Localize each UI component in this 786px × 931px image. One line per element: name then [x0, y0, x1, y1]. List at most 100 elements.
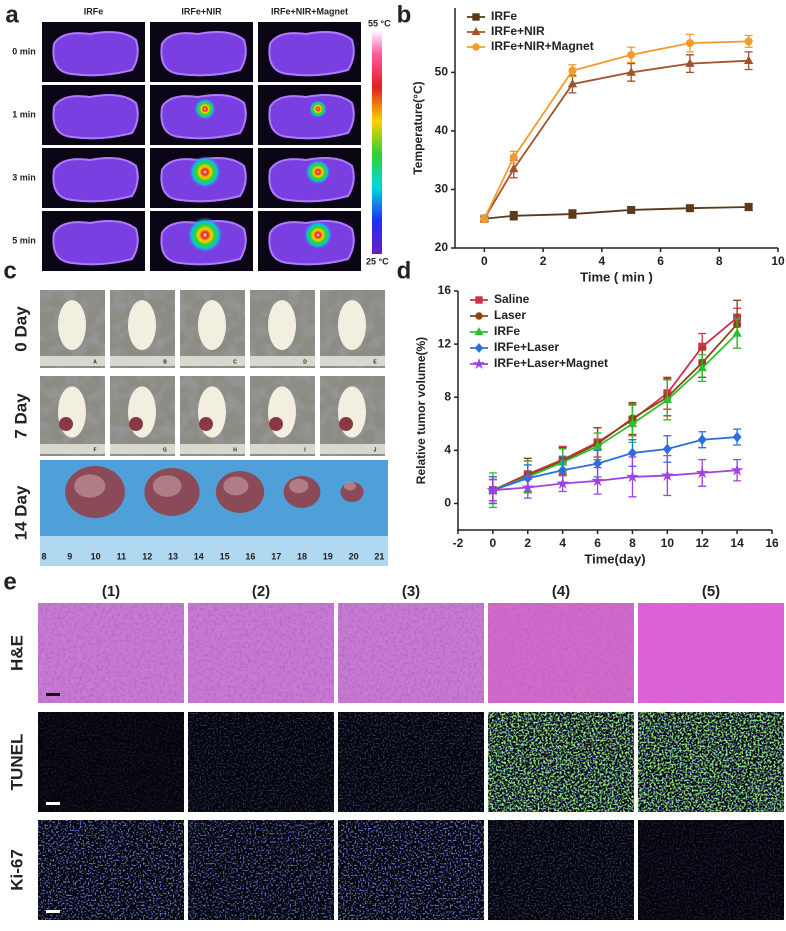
mouse-body [198, 386, 226, 438]
marker [486, 483, 500, 496]
series-line [492, 436, 738, 492]
x-tick-label: 10 [661, 536, 675, 550]
ruler-label: 18 [297, 551, 307, 561]
row-label: TUNEL [7, 734, 26, 791]
histology-texture [188, 603, 334, 703]
hot-spot [305, 159, 331, 185]
mouse-silhouette [268, 94, 355, 140]
y-tick-label: 30 [435, 182, 449, 196]
panel-label: a [5, 1, 19, 28]
x-tick-label: 14 [730, 536, 744, 550]
marker [744, 203, 753, 212]
column-header: (4) [552, 583, 570, 600]
y-tick-label: 20 [435, 240, 449, 254]
x-tick-label: 0 [481, 254, 488, 268]
legend-label: IRFe+NIR+Magnet [491, 39, 594, 53]
mouse-body [338, 300, 366, 351]
x-tick-label: 4 [598, 254, 605, 268]
nuclei-stain [338, 820, 484, 920]
ruler-label: 21 [374, 551, 384, 561]
marker [627, 50, 636, 59]
column-header: IRFe [84, 6, 104, 16]
marker [662, 394, 673, 404]
row-label: Ki-67 [7, 849, 26, 891]
ruler [110, 356, 175, 366]
tumor-highlight [74, 474, 106, 498]
ruler-label: 10 [91, 551, 101, 561]
marker [509, 163, 519, 173]
marker [567, 78, 578, 88]
column-header: IRFe+NIR [181, 6, 222, 16]
tumor [129, 417, 143, 431]
nuclei-stain [188, 820, 334, 920]
row-label: 3 min [12, 172, 36, 182]
column-header: (3) [402, 583, 420, 600]
histology-texture [38, 603, 184, 703]
tumor-highlight [223, 476, 249, 496]
row-label: 1 min [12, 109, 36, 119]
tumor [59, 417, 73, 431]
column-header: IRFe+NIR+Magnet [271, 6, 348, 16]
series-line [483, 40, 749, 220]
y-axis-title: Temperature(°C) [411, 81, 425, 174]
mouse-body [58, 386, 86, 438]
tumor [269, 417, 283, 431]
marker [660, 468, 674, 481]
mouse-silhouette [52, 94, 139, 140]
column-header: (5) [702, 583, 720, 600]
tumor [199, 417, 213, 431]
hot-spot [303, 220, 333, 250]
histology-texture [488, 603, 634, 703]
ruler [110, 444, 175, 454]
marker [685, 58, 695, 67]
mouse-silhouette [160, 31, 247, 77]
marker [556, 476, 570, 489]
ruler [320, 444, 385, 454]
legend-label: Laser [494, 308, 526, 322]
color-bar [372, 32, 382, 254]
series-line [492, 323, 738, 491]
hot-spot [188, 155, 222, 189]
marker [627, 418, 638, 428]
legend-label: IRFe+NIR [491, 24, 545, 38]
x-tick-label: 8 [716, 254, 723, 268]
tumor-highlight [344, 481, 356, 491]
series-line [492, 469, 738, 492]
ruler [40, 356, 105, 366]
nuclei-stain [488, 820, 634, 920]
marker [662, 443, 672, 455]
ruler-label: 9 [67, 551, 72, 561]
tumor [339, 417, 353, 431]
photo-label: J [374, 447, 377, 453]
scale-min: 25 °C [366, 256, 389, 266]
legend-label: Saline [494, 292, 530, 306]
row-label: 14 Day [11, 485, 30, 540]
ruler-label: 19 [323, 551, 333, 561]
mouse-body [58, 300, 86, 351]
marker [480, 214, 489, 223]
marker [521, 480, 535, 493]
nuclei-stain [338, 712, 484, 812]
row-label: 7 Day [11, 393, 30, 439]
histology-texture [638, 603, 784, 703]
mouse-body [268, 300, 296, 351]
y-tick-label: 16 [438, 283, 452, 297]
nuclei-stain [638, 820, 784, 920]
ruler [250, 444, 315, 454]
x-tick-label: 12 [696, 536, 710, 550]
marker [568, 66, 577, 75]
legend-label: IRFe+Laser+Magnet [494, 356, 608, 370]
row-label: 5 min [12, 235, 36, 245]
row-label: 0 Day [11, 306, 30, 352]
x-axis-title: Time(day) [584, 551, 645, 566]
y-tick-label: 8 [444, 389, 451, 403]
marker [591, 474, 604, 487]
marker [509, 153, 518, 162]
tumor-highlight [152, 475, 182, 497]
x-tick-label: 6 [594, 536, 601, 550]
panel-label: e [3, 568, 16, 595]
y-tick-label: 4 [444, 443, 451, 457]
marker [475, 296, 483, 304]
x-tick-label: 4 [559, 536, 566, 550]
